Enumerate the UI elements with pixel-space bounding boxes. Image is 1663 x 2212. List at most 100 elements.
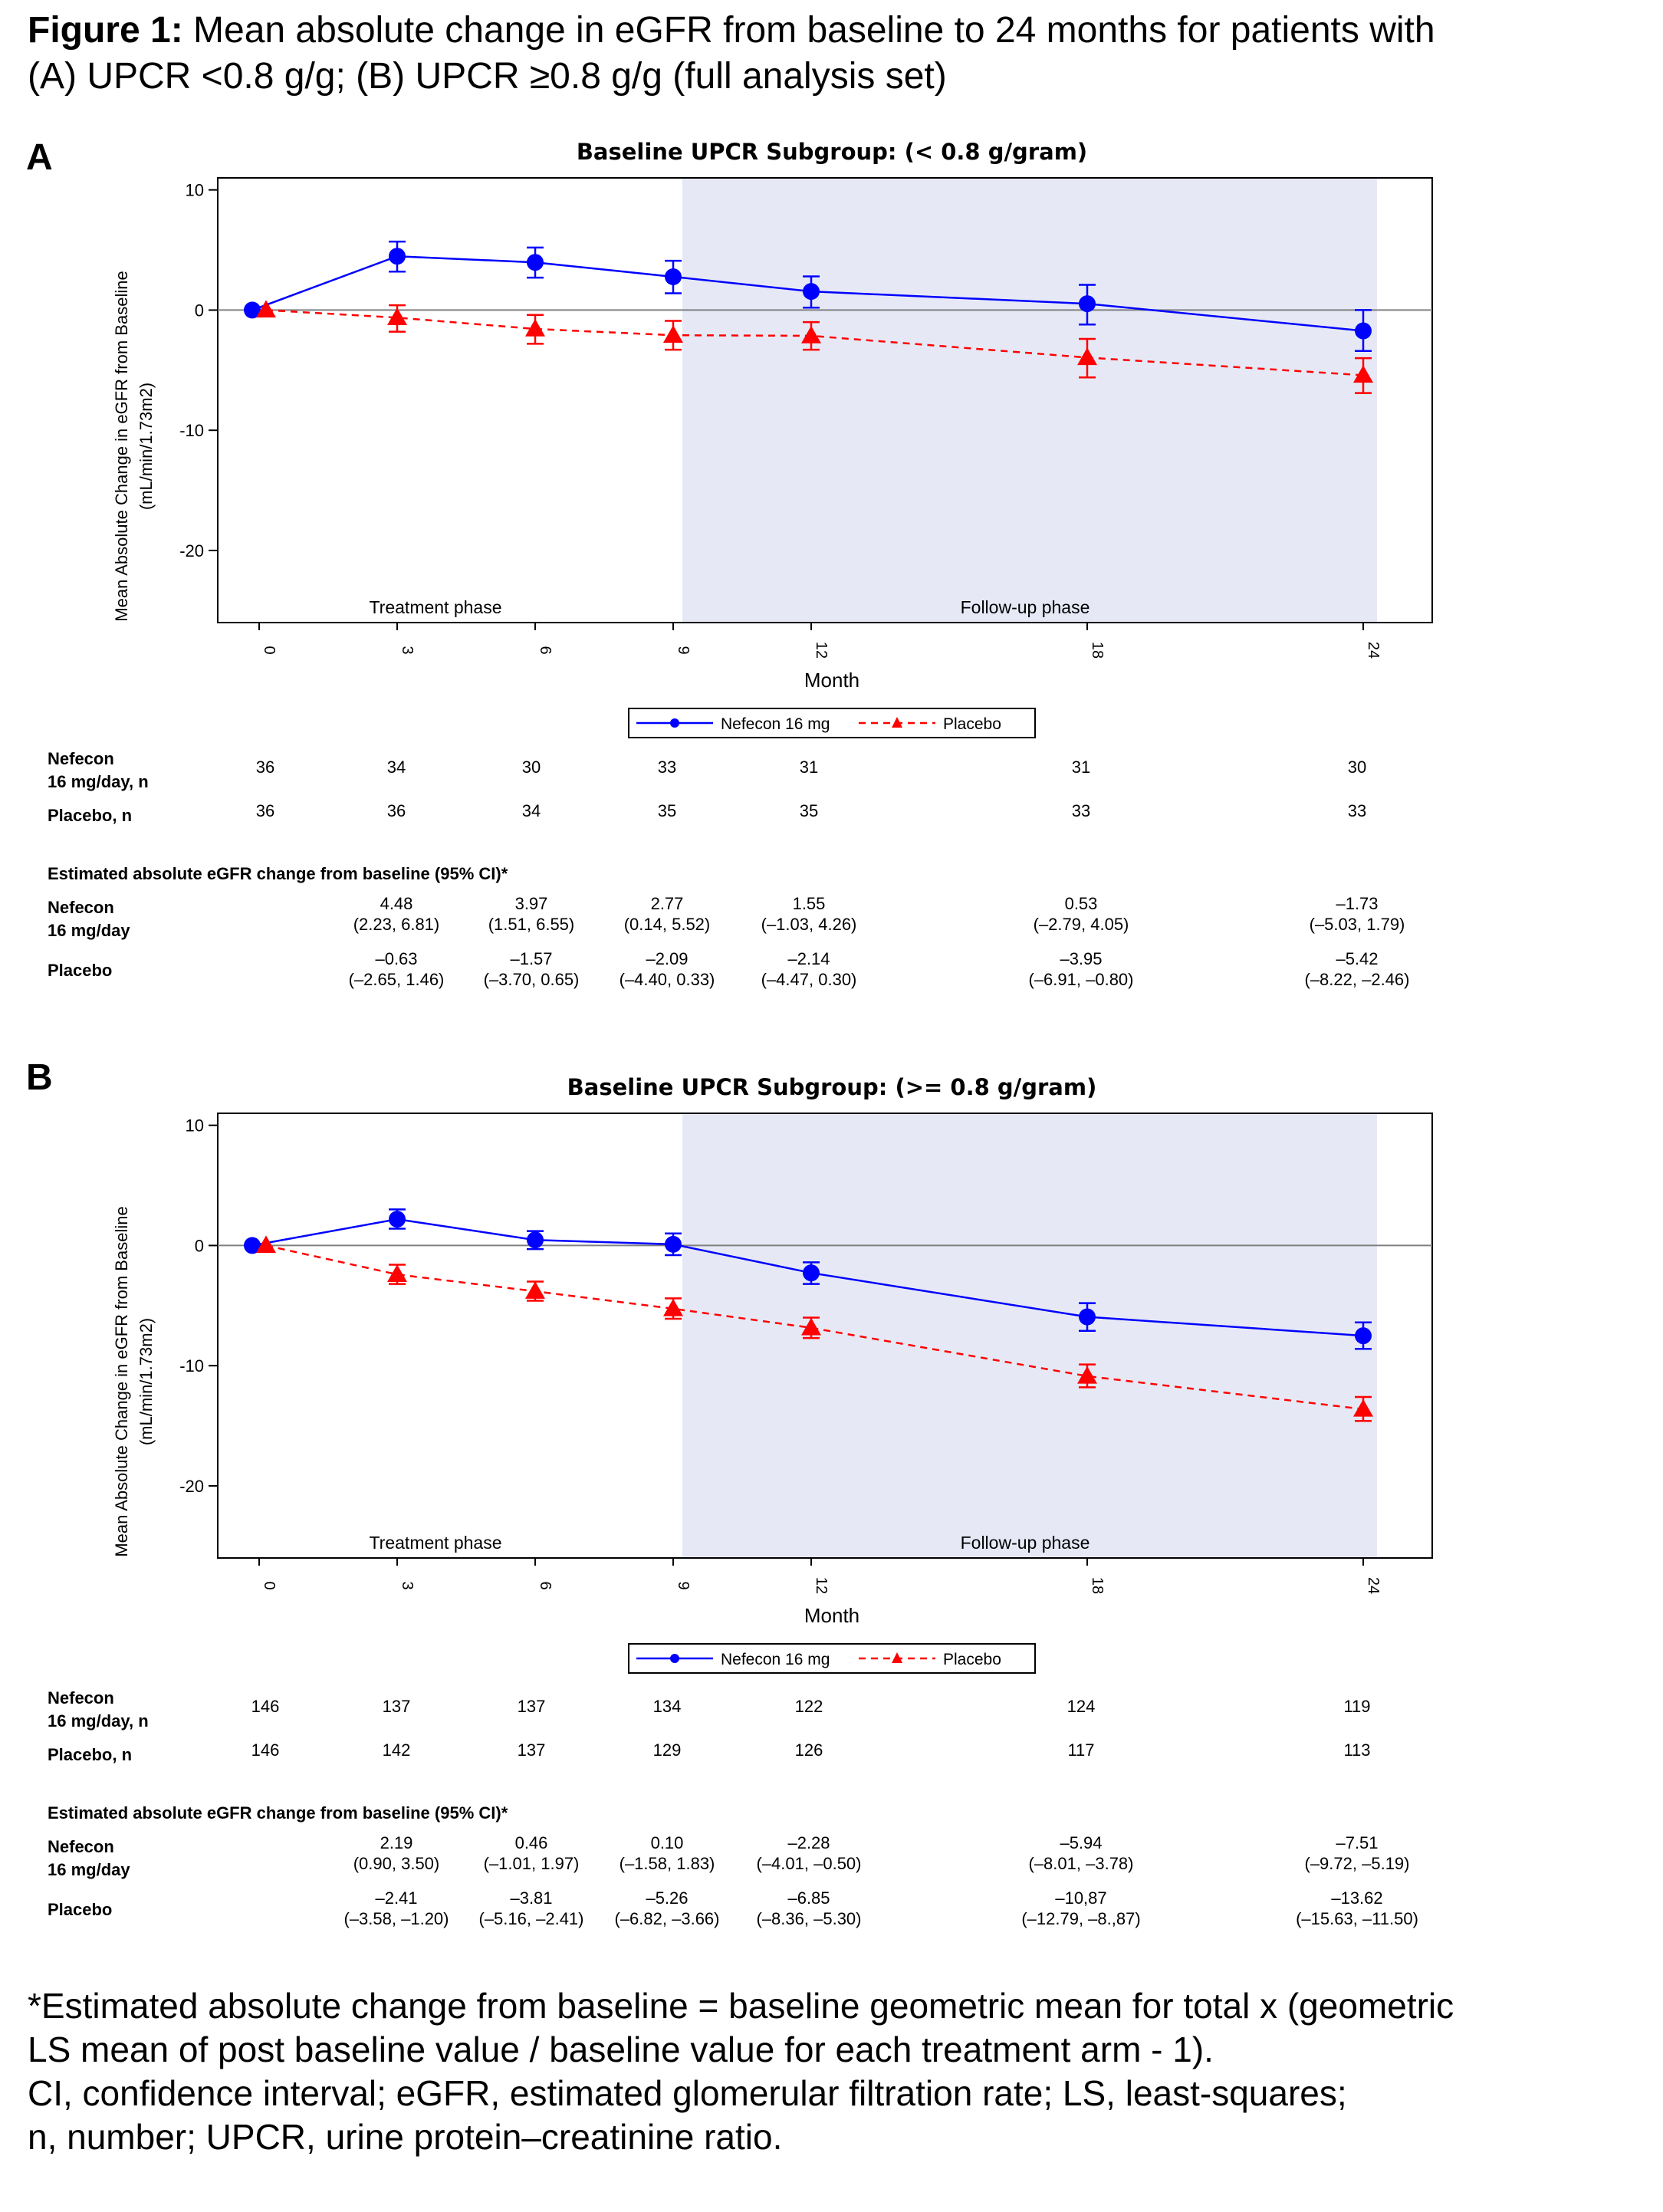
- nefecon-data-point: [244, 1237, 261, 1254]
- nefecon-ci-cell: (2.23, 6.81): [353, 915, 440, 934]
- placebo-data-point: [1077, 1366, 1097, 1384]
- nefecon-data-point: [389, 1211, 406, 1228]
- nefecon-n-cell: 30: [1347, 758, 1367, 777]
- panel-a-placebo-n-label: Placebo, n: [48, 806, 133, 825]
- x-tick-label: 9: [675, 646, 692, 654]
- x-tick-label: 0: [261, 646, 278, 654]
- y-tick-label: 0: [195, 301, 204, 320]
- label-line: Nefecon: [48, 1837, 114, 1856]
- footnote-line: n, number; UPCR, urine protein–creatinin…: [28, 2117, 783, 2157]
- label-line: 16 mg/day: [48, 921, 130, 940]
- placebo-ci-cell: (–15.63, –11.50): [1296, 1909, 1418, 1928]
- nefecon-n-cell: 31: [799, 758, 819, 777]
- nefecon-data-point: [527, 254, 544, 271]
- placebo-data-point: [525, 1281, 545, 1299]
- placebo-n-cell: 129: [652, 1740, 682, 1760]
- figure-caption: Figure 1: Mean absolute change in eGFR f…: [28, 8, 1638, 100]
- placebo-ci-cell: (–2.65, 1.46): [348, 970, 445, 989]
- nefecon-n-cell: 137: [517, 1697, 546, 1716]
- nefecon-estimate-cell: –7.51: [1336, 1833, 1379, 1852]
- placebo-n-cell: 33: [1071, 801, 1091, 820]
- panel-b-table: Nefecon 16 mg/day, n Placebo, n Estimate…: [0, 1687, 1663, 1947]
- nefecon-data-point: [527, 1231, 544, 1249]
- nefecon-ci-cell: (0.14, 5.52): [623, 915, 711, 934]
- placebo-ci-cell: (–12.79, –8.,87): [1021, 1909, 1141, 1928]
- placebo-data-point: [663, 1298, 683, 1316]
- placebo-data-point: [801, 1317, 821, 1336]
- nefecon-n-cell: 146: [251, 1697, 280, 1716]
- x-tick-label: 24: [1365, 642, 1382, 659]
- x-tick-label: 24: [1365, 1577, 1382, 1594]
- nefecon-estimate-cell: 0.10: [650, 1833, 684, 1852]
- placebo-ci-cell: (–6.82, –3.66): [614, 1909, 720, 1928]
- panel-a-nefecon-n-label: Nefecon 16 mg/day, n: [48, 748, 149, 794]
- placebo-data-point: [663, 325, 683, 343]
- nefecon-data-point: [1355, 322, 1372, 340]
- nefecon-data-point: [1079, 295, 1096, 313]
- nefecon-estimate-cell: –5.94: [1060, 1833, 1103, 1852]
- footnote-line: LS mean of post baseline value / baselin…: [28, 2030, 1214, 2069]
- nefecon-ci-cell: (–1.01, 1.97): [483, 1854, 580, 1873]
- nefecon-ci-cell: (1.51, 6.55): [488, 915, 575, 934]
- chart-title: Baseline UPCR Subgroup: (>= 0.8 g/gram): [567, 1074, 1097, 1100]
- x-tick-label: 12: [813, 642, 830, 659]
- x-tick-label: 3: [399, 1581, 416, 1589]
- label-line: Nefecon: [48, 898, 114, 917]
- y-tick-label: -10: [179, 1356, 204, 1376]
- placebo-estimate-cell: –5.26: [646, 1888, 689, 1908]
- x-tick-label: 18: [1089, 1577, 1106, 1594]
- placebo-ci-cell: (–5.16, –2.41): [478, 1909, 584, 1928]
- nefecon-data-point: [1079, 1308, 1096, 1326]
- caption-title-line2: (A) UPCR <0.8 g/g; (B) UPCR ≥0.8 g/g (fu…: [28, 56, 947, 97]
- nefecon-estimate-cell: –1.73: [1336, 894, 1379, 913]
- x-axis-label: Month: [804, 669, 859, 692]
- placebo-data-point: [1353, 365, 1373, 383]
- nefecon-data-point: [665, 1235, 682, 1253]
- panel-a-placebo-est-label: Placebo: [48, 961, 113, 980]
- nefecon-ci-cell: (–8.01, –3.78): [1028, 1854, 1134, 1873]
- nefecon-ci-cell: (–5.03, 1.79): [1309, 915, 1405, 934]
- nefecon-estimate-cell: 1.55: [792, 894, 826, 913]
- panel-a-letter: A: [26, 137, 53, 178]
- y-axis-label-units: (mL/min/1.73m2): [136, 383, 156, 510]
- chart-title: Baseline UPCR Subgroup: (< 0.8 g/gram): [577, 139, 1087, 165]
- placebo-ci-cell: (–3.58, –1.20): [343, 1909, 449, 1928]
- nefecon-estimate-cell: 2.77: [650, 894, 684, 913]
- nefecon-n-cell: 33: [657, 758, 677, 777]
- placebo-n-cell: 137: [517, 1740, 546, 1760]
- y-tick-label: -20: [179, 541, 204, 560]
- nefecon-estimate-cell: 2.19: [380, 1833, 413, 1852]
- placebo-estimate-cell: –2.41: [375, 1888, 418, 1908]
- panel-b-nefecon-n-label: Nefecon 16 mg/day, n: [48, 1687, 149, 1733]
- nefecon-data-point: [665, 268, 682, 286]
- placebo-data-point: [1077, 347, 1097, 366]
- placebo-n-cell: 36: [255, 801, 275, 820]
- nefecon-n-cell: 31: [1071, 758, 1091, 777]
- placebo-ci-cell: (–4.40, 0.33): [619, 970, 715, 989]
- placebo-estimate-cell: –0.63: [375, 949, 418, 968]
- legend-placebo-label: Placebo: [943, 1651, 1001, 1668]
- x-tick-label: 6: [537, 1581, 554, 1589]
- placebo-n-cell: 117: [1067, 1740, 1095, 1760]
- nefecon-n-cell: 119: [1343, 1697, 1371, 1716]
- placebo-estimate-cell: –5.42: [1336, 949, 1379, 968]
- y-tick-label: -10: [179, 421, 204, 440]
- nefecon-estimate-cell: 3.97: [514, 894, 548, 913]
- placebo-data-point: [525, 319, 545, 337]
- legend-nefecon-marker: [670, 1654, 679, 1663]
- footnote-line: *Estimated absolute change from baseline…: [28, 1986, 1454, 2026]
- nefecon-ci-cell: (–1.03, 4.26): [761, 915, 857, 934]
- footnote: *Estimated absolute change from baseline…: [28, 1984, 1638, 2159]
- placebo-estimate-cell: –1.57: [510, 949, 553, 968]
- placebo-estimate-cell: –13.62: [1331, 1888, 1383, 1908]
- placebo-ci-cell: (–4.47, 0.30): [761, 970, 857, 989]
- nefecon-n-cell: 30: [521, 758, 541, 777]
- legend-placebo-marker: [892, 1652, 902, 1663]
- placebo-data-point: [387, 1264, 407, 1282]
- y-axis-label: Mean Absolute Change in eGFR from Baseli…: [112, 271, 131, 621]
- phase-label-treatment: Treatment phase: [369, 1533, 501, 1553]
- legend-placebo-label: Placebo: [943, 715, 1001, 733]
- placebo-data-point: [1353, 1399, 1373, 1417]
- legend-placebo-marker: [892, 717, 902, 728]
- placebo-ci-cell: (–3.70, 0.65): [483, 970, 580, 989]
